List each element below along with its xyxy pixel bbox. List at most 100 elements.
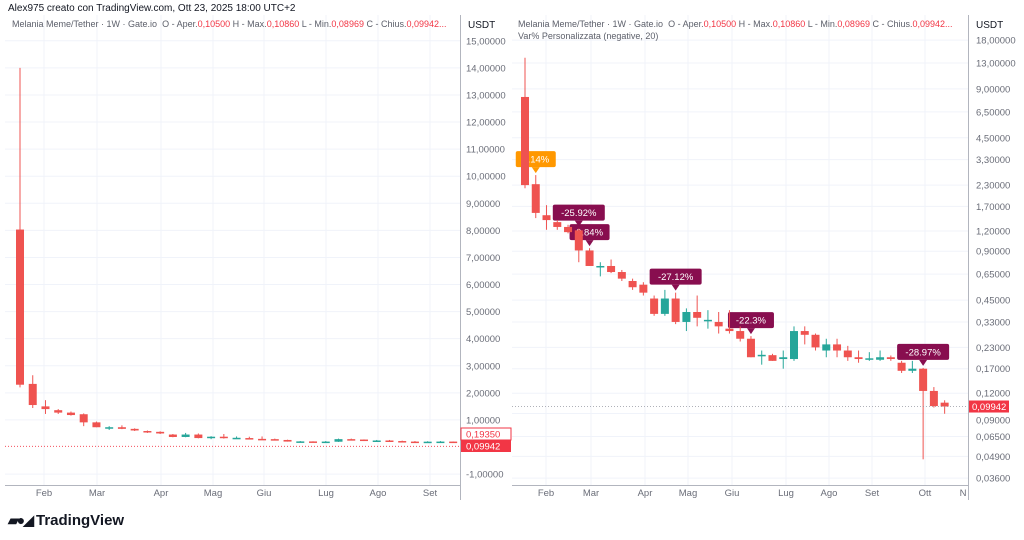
candle[interactable]: [372, 439, 381, 443]
candle[interactable]: [886, 355, 895, 361]
candle[interactable]: [79, 413, 88, 427]
candle[interactable]: [854, 350, 863, 363]
candle[interactable]: [143, 430, 152, 433]
candle[interactable]: [436, 441, 445, 444]
candle[interactable]: [564, 224, 573, 234]
candle[interactable]: [703, 310, 712, 329]
close-label: C - Chius.: [366, 19, 407, 29]
candle[interactable]: [28, 375, 37, 409]
tradingview-logo[interactable]: ▰●◢ TradingView: [8, 512, 124, 529]
candle[interactable]: [232, 436, 241, 440]
candle[interactable]: [822, 338, 831, 358]
candle[interactable]: [219, 434, 228, 439]
candle[interactable]: [650, 295, 659, 316]
candle[interactable]: [628, 278, 637, 290]
candle[interactable]: [736, 326, 745, 342]
candle[interactable]: [156, 431, 165, 435]
candle[interactable]: [768, 353, 777, 361]
candle[interactable]: [757, 350, 766, 365]
candle[interactable]: [865, 352, 874, 361]
candle[interactable]: [410, 441, 419, 444]
candle[interactable]: [607, 259, 616, 274]
candle[interactable]: [693, 295, 702, 327]
candle[interactable]: [585, 248, 594, 266]
x-tick-label: Ott: [919, 488, 932, 499]
candle[interactable]: [130, 428, 139, 432]
candle[interactable]: [194, 433, 203, 439]
candle[interactable]: [283, 439, 292, 442]
candle-body: [156, 431, 165, 434]
symbol-label[interactable]: Melania Meme/Tether · 1W · Gate.io: [518, 19, 664, 29]
candle[interactable]: [617, 269, 626, 281]
candle[interactable]: [66, 411, 75, 416]
high-value: 0,10860: [772, 19, 806, 29]
candle[interactable]: [929, 387, 938, 408]
candle[interactable]: [117, 425, 126, 430]
candle[interactable]: [714, 312, 723, 334]
y-tick-label: 4,50000: [976, 133, 1010, 144]
candle[interactable]: [398, 440, 407, 443]
candle[interactable]: [725, 310, 734, 334]
candle[interactable]: [41, 400, 50, 414]
candle[interactable]: [682, 308, 691, 332]
candle[interactable]: [359, 439, 368, 442]
candle[interactable]: [334, 438, 343, 442]
candle[interactable]: [908, 360, 917, 373]
close-label: C - Chius.: [872, 19, 913, 29]
candle[interactable]: [245, 436, 254, 440]
candle[interactable]: [347, 438, 356, 441]
x-tick-label: Mar: [583, 488, 599, 499]
candle[interactable]: [181, 432, 190, 438]
candle-body: [385, 440, 394, 443]
candle[interactable]: [940, 400, 949, 414]
candle[interactable]: [54, 409, 63, 414]
y-tick-label: -1,00000: [466, 470, 504, 481]
y-tick-label: 0,04900: [976, 452, 1010, 463]
candle[interactable]: [105, 426, 114, 430]
candle[interactable]: [919, 367, 928, 460]
candle[interactable]: [876, 350, 885, 361]
candle[interactable]: [897, 360, 906, 373]
annotation-pointer: [574, 220, 583, 227]
candle[interactable]: [92, 421, 101, 428]
candle-body: [16, 229, 24, 385]
candle[interactable]: [811, 333, 820, 351]
candle[interactable]: [790, 326, 798, 361]
candle[interactable]: [309, 441, 318, 443]
candle[interactable]: [423, 441, 432, 444]
candle[interactable]: [639, 282, 648, 296]
high-label: H - Max.: [232, 19, 267, 29]
candle[interactable]: [843, 345, 852, 361]
candle[interactable]: [660, 289, 669, 316]
symbol-label[interactable]: Melania Meme/Tether · 1W · Gate.io: [12, 19, 158, 29]
candle-body: [682, 312, 691, 322]
candle[interactable]: [574, 228, 583, 263]
candle[interactable]: [449, 441, 458, 444]
candle[interactable]: [385, 439, 394, 443]
candle[interactable]: [270, 438, 279, 441]
indicator-label[interactable]: Var% Personalizzata (negative, 20): [518, 31, 659, 41]
candle-body: [854, 357, 863, 360]
candle[interactable]: [296, 441, 305, 443]
candle[interactable]: [671, 292, 680, 325]
candle-body: [436, 441, 445, 444]
candle[interactable]: [16, 67, 24, 388]
candle[interactable]: [833, 338, 842, 358]
candle[interactable]: [521, 57, 529, 189]
candle[interactable]: [779, 350, 788, 369]
candle[interactable]: [596, 262, 605, 277]
y-tick-label: 0,03600: [976, 474, 1010, 485]
candle[interactable]: [746, 336, 755, 358]
candle[interactable]: [168, 434, 177, 438]
candle[interactable]: [531, 175, 540, 219]
candle[interactable]: [553, 220, 562, 230]
candle-body: [309, 441, 318, 443]
candle[interactable]: [800, 326, 809, 345]
candle[interactable]: [258, 436, 267, 441]
annotation-text: -27.12%: [658, 272, 694, 283]
x-tick-label: Ago: [821, 488, 838, 499]
candle[interactable]: [207, 436, 216, 440]
candle[interactable]: [321, 441, 330, 444]
candle[interactable]: [542, 205, 551, 230]
